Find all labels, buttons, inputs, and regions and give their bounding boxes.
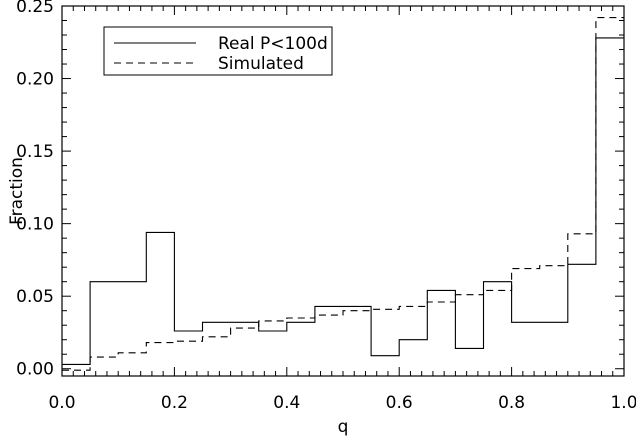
legend-label-real: Real P<100d [218, 34, 328, 54]
x-tick-label: 1.0 [610, 393, 636, 413]
x-tick-label: 0.8 [498, 393, 525, 413]
y-tick-label: 0.05 [16, 287, 54, 307]
y-tick-label: 0.10 [16, 215, 54, 235]
series-line-simulated [62, 17, 624, 371]
y-tick-label: 0.15 [16, 142, 54, 162]
y-tick-label: 0.20 [16, 70, 54, 90]
y-axis-label: Fraction [7, 157, 27, 225]
series-line-real [62, 37, 624, 365]
x-tick-label: 0.4 [273, 393, 300, 413]
x-tick-label: 0.0 [48, 393, 75, 413]
legend-label-simulated: Simulated [218, 54, 304, 74]
x-tick-label: 0.6 [386, 393, 413, 413]
legend-box [103, 26, 333, 76]
y-tick-label: 0.00 [16, 360, 54, 380]
x-tick-label: 0.2 [161, 393, 188, 413]
axes: 0.0 0.2 0.4 0.6 0.8 1.0 0.00 0.05 0.10 0.15 0.20 0.… [7, 0, 636, 437]
x-axis-label: q [338, 417, 349, 437]
plot-area [62, 17, 624, 371]
y-tick-label: 0.25 [16, 0, 54, 17]
